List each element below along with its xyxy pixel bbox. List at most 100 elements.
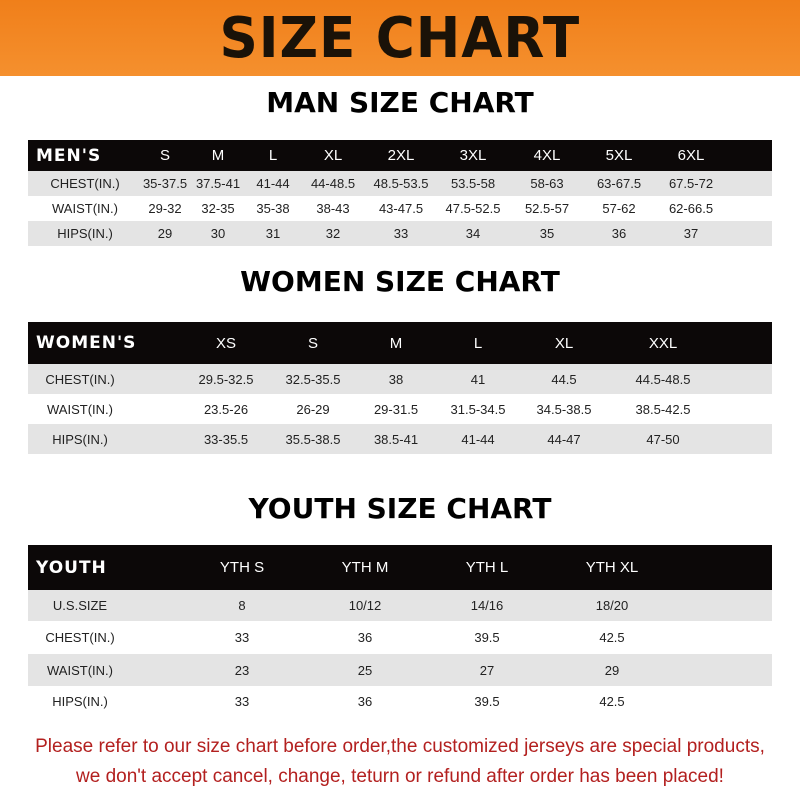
measurement-cell: 52.5-57 — [524, 201, 570, 216]
size-header-cell: 3XL — [459, 147, 487, 164]
measurement-cell: 36 — [357, 694, 373, 709]
measurement-cell: 10/12 — [348, 598, 382, 613]
size-header-cell: L — [268, 147, 278, 164]
row-label: CHEST(IN.) — [45, 371, 115, 387]
measurement-cell: 35-38 — [256, 201, 290, 216]
size-header-cell: 4XL — [533, 147, 561, 164]
row-label: WAIST(IN.) — [47, 401, 113, 417]
table-title-cell: MEN'S — [36, 145, 102, 166]
table-title-cell: YOUTH — [36, 557, 107, 578]
size-header-cell: YTH S — [219, 559, 265, 576]
measurement-cell: 44-47 — [547, 431, 581, 447]
measurement-cell: 32-35 — [201, 201, 235, 216]
women-header-row: WOMEN'S XS S M L XL XXL — [28, 322, 772, 364]
measurement-cell: 48.5-53.5 — [373, 176, 429, 191]
youth-size-table: YOUTH YTH S YTH M YTH L YTH XL U.S.SIZE 8 10/12… — [28, 545, 772, 717]
table-row: WAIST(IN.) 23 25 27 29 — [28, 654, 772, 686]
measurement-cell: 39.5 — [474, 630, 500, 645]
women-size-table: WOMEN'S XS S M L XL XXL CHEST(IN.) 29.5-32.5 32.5… — [28, 322, 772, 454]
measurement-cell: 43-47.5 — [378, 201, 424, 216]
measurement-cell: 27 — [479, 662, 495, 678]
table-row: CHEST(IN.) 33 36 39.5 42.5 — [28, 621, 772, 654]
disclaimer-line-2: we don't accept cancel, change, teturn o… — [76, 766, 724, 787]
row-label: HIPS(IN.) — [57, 226, 113, 241]
measurement-cell: 34 — [465, 226, 481, 241]
measurement-cell: 33 — [234, 630, 250, 645]
table-row: WAIST(IN.) 23.5-26 26-29 29-31.5 31.5-34.5 34… — [28, 394, 772, 424]
size-header-cell: 6XL — [677, 147, 705, 164]
measurement-cell: 38-43 — [316, 201, 350, 216]
size-header-cell: L — [473, 334, 483, 352]
measurement-cell: 30 — [210, 226, 226, 241]
row-label: U.S.SIZE — [52, 598, 108, 613]
measurement-cell: 38.5-41 — [373, 431, 419, 447]
measurement-cell: 29 — [157, 226, 173, 241]
size-header-cell: YTH XL — [585, 559, 639, 576]
men-header-row: MEN'S S M L XL 2XL 3XL 4XL 5XL 6XL — [28, 140, 772, 171]
table-title-cell: WOMEN'S — [36, 333, 137, 353]
measurement-cell: 58-63 — [530, 176, 564, 191]
title-banner: SIZE CHART — [0, 0, 800, 76]
size-header-cell: XS — [215, 334, 237, 352]
size-header-cell: YTH L — [465, 559, 509, 576]
measurement-cell: 31.5-34.5 — [450, 401, 506, 417]
measurement-cell: 23.5-26 — [203, 401, 249, 417]
youth-heading: YOUTH SIZE CHART — [248, 492, 552, 525]
measurement-cell: 38.5-42.5 — [635, 401, 691, 417]
size-header-cell: XL — [554, 334, 574, 352]
measurement-cell: 42.5 — [599, 694, 625, 709]
row-label: WAIST(IN.) — [52, 201, 118, 216]
measurement-cell: 29-31.5 — [373, 401, 419, 417]
measurement-cell: 39.5 — [474, 694, 500, 709]
table-row: CHEST(IN.) 29.5-32.5 32.5-35.5 38 41 44.5 44.5… — [28, 364, 772, 394]
measurement-cell: 32 — [325, 226, 341, 241]
measurement-cell: 41-44 — [256, 176, 290, 191]
measurement-cell: 42.5 — [599, 630, 625, 645]
size-header-cell: S — [307, 334, 319, 352]
measurement-cell: 26-29 — [296, 401, 330, 417]
measurement-cell: 33 — [393, 226, 409, 241]
size-header-cell: XL — [323, 147, 343, 164]
measurement-cell: 67.5-72 — [668, 176, 714, 191]
row-label: CHEST(IN.) — [45, 630, 115, 645]
measurement-cell: 44.5-48.5 — [635, 371, 691, 387]
row-label: HIPS(IN.) — [52, 431, 108, 447]
measurement-cell: 33-35.5 — [203, 431, 249, 447]
table-row: HIPS(IN.) 33-35.5 35.5-38.5 38.5-41 41-44 44-… — [28, 424, 772, 454]
measurement-cell: 18/20 — [595, 598, 629, 613]
measurement-cell: 36 — [357, 630, 373, 645]
size-header-cell: XXL — [648, 334, 678, 352]
measurement-cell: 25 — [357, 662, 373, 678]
measurement-cell: 36 — [611, 226, 627, 241]
measurement-cell: 23 — [234, 662, 250, 678]
table-row: U.S.SIZE 8 10/12 14/16 18/20 — [28, 590, 772, 621]
size-header-cell: YTH M — [341, 559, 389, 576]
measurement-cell: 38 — [388, 371, 404, 387]
men-heading: MAN SIZE CHART — [266, 86, 534, 119]
page-title: SIZE CHART — [219, 5, 581, 71]
measurement-cell: 57-62 — [602, 201, 636, 216]
disclaimer-line-1: Please refer to our size chart before or… — [35, 736, 765, 757]
size-header-cell: M — [389, 334, 403, 352]
table-row: WAIST(IN.) 29-32 32-35 35-38 38-43 43-47.5 47.… — [28, 196, 772, 221]
measurement-cell: 14/16 — [470, 598, 504, 613]
measurement-cell: 32.5-35.5 — [285, 371, 341, 387]
measurement-cell: 37.5-41 — [195, 176, 241, 191]
measurement-cell: 44.5 — [551, 371, 577, 387]
row-label: CHEST(IN.) — [50, 176, 120, 191]
measurement-cell: 29.5-32.5 — [198, 371, 254, 387]
table-row: CHEST(IN.) 35-37.5 37.5-41 41-44 44-48.5 48.5… — [28, 171, 772, 196]
measurement-cell: 63-67.5 — [596, 176, 642, 191]
table-row: HIPS(IN.) 29 30 31 32 33 34 35 36 37 — [28, 221, 772, 246]
row-label: HIPS(IN.) — [52, 694, 108, 709]
women-heading: WOMEN SIZE CHART — [240, 265, 560, 298]
row-label: WAIST(IN.) — [47, 662, 113, 678]
measurement-cell: 62-66.5 — [668, 201, 714, 216]
men-size-table: MEN'S S M L XL 2XL 3XL 4XL 5XL 6XL CHEST(IN.) 35-37… — [28, 140, 772, 246]
measurement-cell: 29 — [604, 662, 620, 678]
measurement-cell: 29-32 — [148, 201, 182, 216]
measurement-cell: 35.5-38.5 — [285, 431, 341, 447]
measurement-cell: 33 — [234, 694, 250, 709]
measurement-cell: 34.5-38.5 — [536, 401, 592, 417]
measurement-cell: 35-37.5 — [142, 176, 188, 191]
